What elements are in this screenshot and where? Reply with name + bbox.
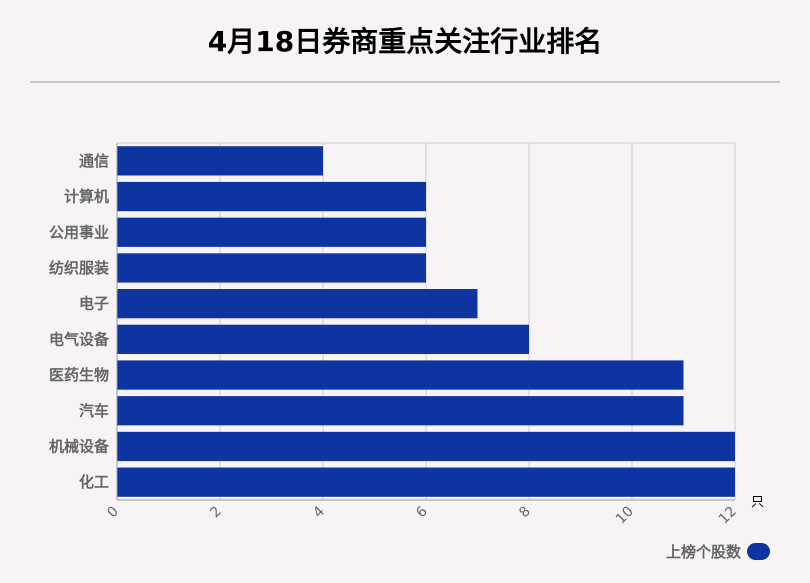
- x-tick-label: 2: [207, 504, 225, 522]
- x-tick-label: 10: [613, 504, 637, 528]
- x-tick-labels: 0 2 4 6 8 10 12: [104, 503, 740, 527]
- x-tick-label: 8: [516, 504, 534, 522]
- x-tick-label: 0: [104, 504, 122, 522]
- x-tick-label: 12: [716, 504, 740, 528]
- x-axis-unit: 只: [751, 495, 764, 510]
- x-tick-label: 4: [310, 503, 328, 521]
- bar: [117, 396, 684, 426]
- category-label: 医药生物: [49, 366, 109, 384]
- x-tick-label: 6: [413, 503, 431, 521]
- bar: [117, 217, 426, 247]
- bar: [117, 360, 684, 390]
- legend-label: 上榜个股数: [665, 543, 741, 561]
- category-label: 机械设备: [49, 437, 110, 455]
- category-label: 计算机: [64, 188, 109, 206]
- bar: [117, 324, 529, 354]
- bar: [117, 181, 426, 212]
- chart-title: 4月18日券商重点关注行业排名: [207, 25, 603, 58]
- category-label: 电子: [79, 295, 109, 313]
- bar: [117, 467, 735, 497]
- legend-swatch: [747, 543, 770, 560]
- title-divider: [30, 81, 780, 83]
- bar: [117, 431, 735, 462]
- category-label: 纺织服装: [49, 259, 110, 277]
- category-label: 公用事业: [49, 223, 109, 241]
- bars: [117, 146, 735, 497]
- category-label: 电气设备: [49, 330, 110, 348]
- bar: [117, 253, 426, 283]
- legend: 上榜个股数: [666, 541, 770, 562]
- category-label: 通信: [79, 152, 109, 170]
- category-label: 汽车: [79, 402, 109, 420]
- category-label: 化工: [79, 473, 109, 491]
- bar: [117, 289, 478, 319]
- axes: [116, 143, 735, 501]
- bar: [117, 146, 323, 176]
